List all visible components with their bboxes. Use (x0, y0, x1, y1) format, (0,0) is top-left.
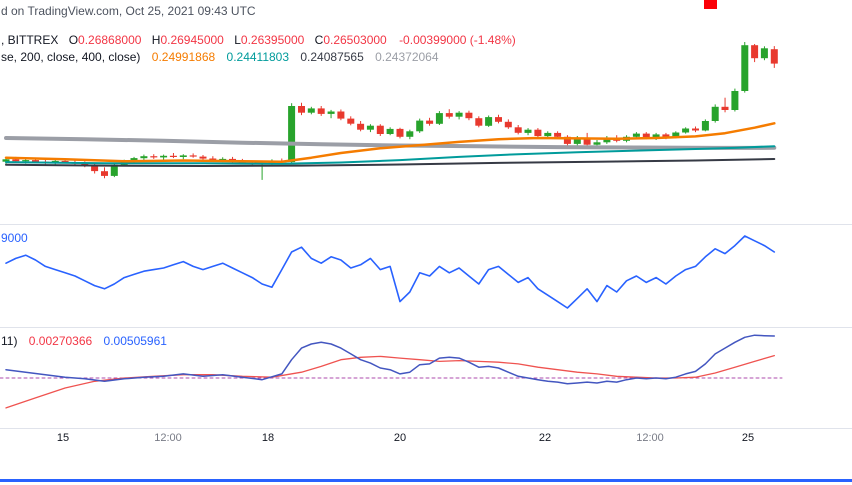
high-field: H0.26945000 (151, 33, 224, 47)
ma50-value: 0.24991868 (151, 50, 216, 64)
open-field: O0.26868000 (68, 33, 142, 47)
bottom-blue-bar (0, 479, 852, 482)
symbol-name: , BITTREX (1, 33, 59, 47)
moving-averages-layer (4, 122, 777, 167)
close-value: 0.26503000 (323, 33, 387, 47)
ma400-value: 0.24372064 (375, 50, 439, 64)
time-label: 18 (261, 432, 275, 444)
low-value: 0.26395000 (240, 33, 305, 47)
time-axis-divider (0, 428, 852, 429)
panel-divider (0, 224, 852, 225)
panel-divider (0, 327, 852, 328)
macd-signal-value: 0.00270366 (28, 334, 93, 348)
high-value: 0.26945000 (160, 33, 224, 47)
symbol-info-bar: , BITTREX O0.26868000 H0.26945000 L0.263… (1, 33, 516, 47)
ma200-value: 0.24087565 (300, 50, 364, 64)
close-field: C0.26503000 (314, 33, 387, 47)
time-label: 20 (393, 432, 407, 444)
macd-params: 11) (1, 334, 18, 348)
time-label: 25 (741, 432, 755, 444)
macd-value-label: 11) 0.00270366 0.00505961 (1, 334, 167, 348)
time-label: 22 (538, 432, 552, 444)
attribution-text: d on TradingView.com, Oct 25, 2021 09:43… (1, 4, 256, 18)
red-marker (704, 0, 717, 9)
ma100-value: 0.24411803 (226, 50, 290, 64)
oscillator-value-label: 9000 (1, 231, 28, 245)
low-field: L0.26395000 (234, 33, 305, 47)
ma-params: se, 200, close, 400, close) (1, 50, 141, 64)
ma-values-bar: se, 200, close, 400, close) 0.24991868 0… (1, 50, 439, 64)
change-value: -0.00399000 (-1.48%) (399, 33, 516, 47)
open-value: 0.26868000 (78, 33, 142, 47)
candles-layer (2, 42, 778, 180)
time-label: 15 (56, 432, 70, 444)
time-label: 12:00 (636, 432, 664, 444)
macd-line-value: 0.00505961 (103, 334, 167, 348)
oscillator-layer (5, 235, 776, 309)
macd-layer (0, 334, 783, 409)
time-label: 12:00 (154, 432, 182, 444)
time-axis[interactable]: 15 12:00 18 20 22 12:00 25 (0, 430, 852, 450)
